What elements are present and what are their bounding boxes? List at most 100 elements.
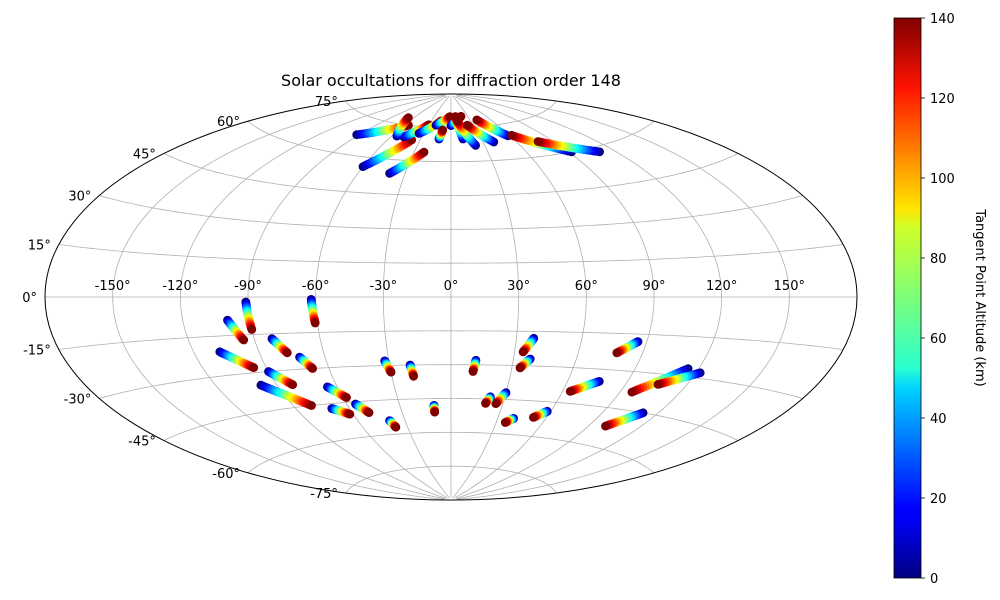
- map-boundary: [44, 93, 858, 501]
- map-grid: [45, 94, 857, 500]
- lat-tick-label: -15°: [23, 344, 51, 359]
- occultation-track: [429, 401, 440, 417]
- occultation-track: [529, 406, 552, 422]
- occultation-track: [462, 120, 499, 147]
- tangent-point: [239, 335, 249, 345]
- colorbar: 140 120 100 80 60 40 20 0 Tangent Point Altitud…: [893, 12, 987, 587]
- colorbar-tick-label: 60: [930, 332, 947, 347]
- tangent-point: [500, 418, 510, 427]
- parallel-line: [58, 330, 844, 350]
- tangent-point: [430, 407, 440, 417]
- occultation-track: [385, 416, 401, 432]
- colorbar-tick-label: 80: [930, 252, 947, 267]
- occultation-track: [405, 360, 418, 381]
- occultation-track: [380, 356, 396, 377]
- occultation-track: [306, 295, 320, 328]
- lon-tick-label: 90°: [642, 279, 665, 294]
- occultation-track: [468, 355, 481, 376]
- tangent-point: [533, 137, 543, 146]
- tangent-point: [515, 363, 525, 373]
- lon-tick-label: -120°: [162, 279, 198, 294]
- chart-title: Solar occultations for diffraction order…: [281, 71, 621, 90]
- lat-tick-label: 15°: [28, 238, 51, 253]
- lon-tick-label: 60°: [575, 279, 598, 294]
- occultation-track: [518, 333, 539, 357]
- parallel-line: [247, 120, 655, 163]
- tangent-point: [404, 113, 413, 122]
- lon-tick-label: 120°: [706, 279, 737, 294]
- tangent-point: [419, 147, 429, 157]
- occultation-track: [358, 135, 417, 172]
- parallel-line: [247, 431, 655, 474]
- tangent-point: [247, 325, 257, 334]
- tangent-point: [481, 399, 490, 408]
- tangent-point: [653, 380, 663, 389]
- tangent-point: [507, 130, 516, 140]
- parallel-line: [163, 153, 739, 196]
- occultation-track: [264, 367, 298, 390]
- tangent-point: [342, 393, 351, 402]
- lat-tick-label: -75°: [310, 487, 338, 502]
- tangent-point: [491, 399, 501, 409]
- lat-tick-label: 45°: [133, 147, 156, 162]
- lat-tick-label: 60°: [217, 115, 240, 130]
- tangent-point: [468, 367, 478, 376]
- tangent-point: [307, 401, 316, 410]
- occultation-track: [223, 315, 249, 345]
- tangent-point: [627, 387, 637, 397]
- occultation-tracks: [215, 111, 705, 432]
- tangent-point: [529, 413, 538, 422]
- lat-tick-label: -30°: [64, 393, 92, 408]
- occultation-track: [653, 368, 705, 389]
- parallel-line: [345, 465, 557, 494]
- occultation-track: [392, 113, 413, 141]
- colorbar-gradient: [893, 17, 922, 579]
- occultation-track: [612, 337, 643, 358]
- tangent-point: [601, 421, 610, 431]
- parallel-line: [99, 195, 803, 230]
- tangent-point: [565, 387, 575, 396]
- colorbar-label: Tangent Point Altitude (km): [972, 208, 987, 386]
- occultation-track: [267, 334, 292, 358]
- tangent-point: [453, 116, 462, 126]
- occultation-track: [491, 388, 511, 409]
- colorbar-tick-label: 120: [930, 92, 955, 107]
- colorbar-ticks: 140 120 100 80 60 40 20 0: [921, 12, 955, 587]
- lat-tick-label: -60°: [212, 467, 240, 482]
- tangent-point: [386, 367, 396, 377]
- colorbar-tick-label: 40: [930, 412, 947, 427]
- colorbar-tick-label: 100: [930, 172, 955, 187]
- lat-tick-label: 0°: [22, 291, 37, 306]
- tangent-point: [282, 348, 292, 358]
- occultation-track: [481, 392, 495, 408]
- colorbar-tick-label: 20: [930, 492, 947, 507]
- parallel-line: [58, 244, 844, 264]
- lon-tick-label: 150°: [774, 279, 805, 294]
- lon-tick-label: 30°: [507, 279, 530, 294]
- occultation-track: [434, 125, 448, 144]
- lon-tick-label: -90°: [234, 279, 262, 294]
- latitude-tick-labels: 75° 60° 45° 30° 15° 0° -15° -30° -45° -60° -75°: [22, 95, 338, 502]
- tangent-point: [409, 371, 418, 381]
- occultation-track: [241, 297, 257, 334]
- tangent-point: [518, 347, 528, 357]
- occultation-track: [533, 137, 604, 157]
- occultation-track: [256, 380, 316, 410]
- tangent-point: [308, 364, 317, 373]
- occultation-track: [515, 354, 535, 373]
- occultation-track: [565, 377, 604, 396]
- parallel-line: [163, 398, 739, 441]
- tangent-point: [472, 115, 482, 125]
- tangent-point: [462, 120, 472, 130]
- colorbar-tick-label: 140: [930, 12, 955, 27]
- lat-tick-label: 75°: [315, 95, 338, 110]
- occultation-track: [601, 408, 648, 431]
- tangent-point: [288, 380, 298, 390]
- lon-tick-label: 0°: [444, 279, 459, 294]
- occultation-track: [351, 399, 374, 417]
- occultation-track: [215, 347, 259, 372]
- lon-tick-label: -60°: [302, 279, 330, 294]
- tangent-point: [345, 409, 355, 419]
- lon-tick-label: -150°: [95, 279, 131, 294]
